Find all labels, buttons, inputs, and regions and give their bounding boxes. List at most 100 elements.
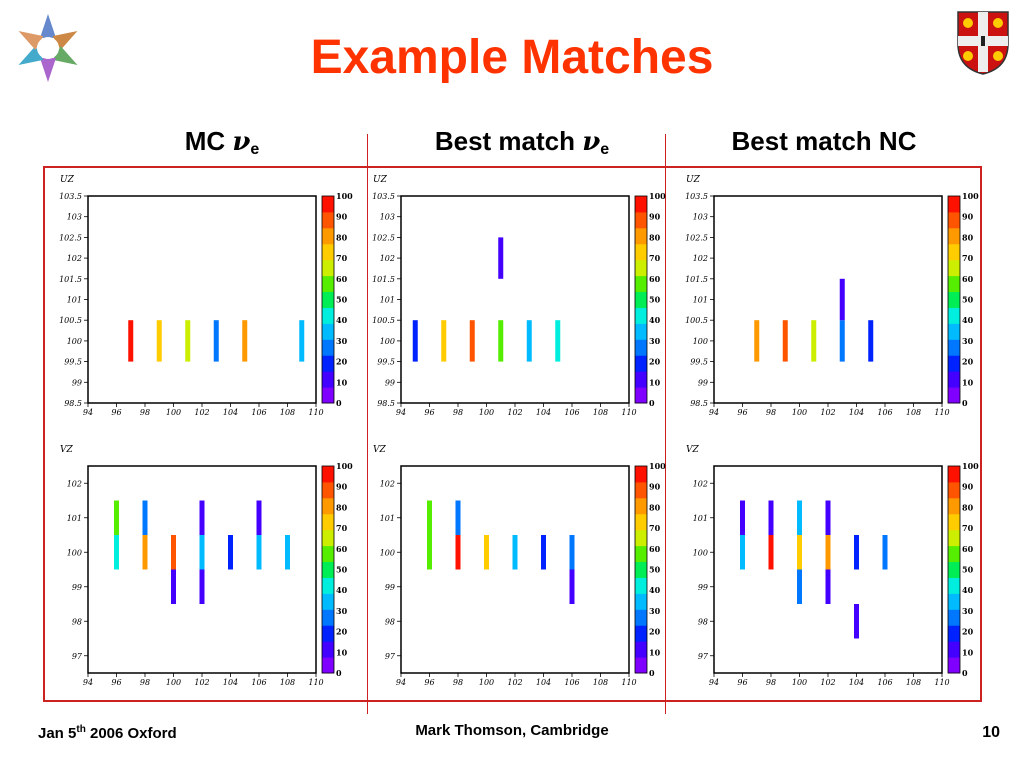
- heatmap-cell: [825, 569, 831, 604]
- y-tick-label: 99: [698, 378, 708, 387]
- colorbar-frame: [634, 465, 648, 674]
- x-tick-label: 106: [877, 678, 892, 687]
- axis-label: VZ: [686, 445, 699, 455]
- y-tick-label: 99: [72, 583, 82, 592]
- x-tick-label: 110: [934, 678, 949, 687]
- colorbar-segment: [948, 259, 960, 277]
- x-tick-label: 108: [280, 678, 295, 687]
- y-tick-label: 99: [698, 583, 708, 592]
- y-tick-label: 101: [693, 296, 708, 305]
- colorbar-segment: [635, 625, 647, 642]
- y-tick-label: 102: [67, 254, 82, 263]
- heatmap-cell: [498, 320, 504, 362]
- heatmap-cell: [541, 535, 546, 570]
- colorbar-segment: [635, 609, 647, 626]
- colorbar-segment: [635, 355, 647, 372]
- colorbar-segment: [635, 307, 647, 324]
- colorbar-segment: [948, 641, 960, 658]
- x-tick-label: 96: [424, 408, 434, 415]
- x-tick-label: 100: [166, 408, 181, 415]
- y-tick-label: 99: [72, 378, 82, 387]
- column-header-best-match-nc: Best match NC: [731, 126, 917, 156]
- x-tick-label: 102: [507, 408, 522, 415]
- colorbar-segment: [948, 291, 960, 308]
- heatmap-cell: [782, 320, 788, 362]
- plot-area: [400, 195, 630, 404]
- heatmap-cell: [441, 320, 447, 362]
- y-tick-label: 103.5: [372, 192, 395, 201]
- colorbar-segment: [322, 275, 334, 293]
- colorbar-tick-label: 80: [649, 232, 661, 242]
- heatmap-cell: [199, 569, 205, 604]
- x-tick-label: 108: [280, 408, 295, 415]
- colorbar-tick-label: 100: [649, 461, 666, 471]
- plot-mc-nue-uz: UZ98.59999.5100100.5101101.5102102.51031…: [59, 175, 353, 415]
- y-tick-label: 100.5: [372, 316, 395, 325]
- colorbar-segment: [635, 339, 647, 356]
- colorbar-segment: [948, 513, 960, 531]
- y-tick-label: 97: [72, 652, 83, 661]
- y-tick-label: 100.5: [685, 316, 708, 325]
- x-tick-label: 96: [111, 678, 121, 687]
- x-tick-label: 98: [140, 678, 150, 687]
- y-tick-label: 103: [380, 213, 395, 222]
- y-tick-label: 97: [698, 652, 709, 661]
- colorbar-segment: [322, 545, 334, 563]
- colorbar-segment: [948, 593, 960, 610]
- column-header-best-match-nue: Best match νe: [434, 126, 610, 158]
- colorbar-segment: [322, 355, 334, 372]
- colorbar-tick-label: 50: [962, 295, 974, 305]
- y-tick-label: 101: [67, 514, 82, 523]
- y-tick-label: 98.5: [64, 399, 82, 408]
- colorbar-segment: [635, 481, 647, 499]
- colorbar-tick-label: 20: [649, 627, 661, 637]
- colorbar-tick-label: 10: [649, 647, 661, 657]
- y-tick-label: 102.5: [59, 233, 82, 242]
- y-tick-label: 101: [380, 296, 395, 305]
- colorbar-tick-label: 0: [336, 398, 342, 408]
- colorbar-segment: [635, 259, 647, 277]
- x-tick-label: 110: [308, 408, 323, 415]
- colorbar-tick-label: 20: [962, 357, 974, 367]
- plot-area: [713, 195, 943, 404]
- y-tick-label: 99.5: [377, 358, 395, 367]
- colorbar-segment: [635, 323, 647, 340]
- x-tick-label: 100: [792, 678, 807, 687]
- x-tick-label: 108: [593, 678, 608, 687]
- x-tick-label: 96: [111, 408, 121, 415]
- heatmap-cell: [768, 535, 774, 570]
- colorbar-frame: [947, 465, 961, 674]
- colorbar-tick-label: 0: [962, 668, 968, 678]
- colorbar-segment: [948, 561, 960, 578]
- heatmap-cell: [142, 535, 148, 570]
- heatmap-cell: [825, 535, 831, 570]
- colorbar-tick-label: 70: [649, 523, 661, 533]
- heatmap-cell: [256, 500, 262, 535]
- x-tick-label: 104: [849, 408, 864, 415]
- y-tick-label: 100: [380, 337, 395, 346]
- y-tick-label: 101.5: [59, 275, 82, 284]
- heatmap-cell: [412, 320, 418, 362]
- colorbar-segment: [635, 243, 647, 261]
- x-tick-label: 98: [453, 678, 463, 687]
- heatmap-cell: [768, 500, 774, 535]
- colorbar-tick-label: 20: [336, 357, 348, 367]
- x-tick-label: 98: [766, 408, 776, 415]
- x-tick-label: 110: [308, 678, 323, 687]
- heatmap-cell: [882, 535, 888, 570]
- heatmap-cell: [199, 535, 205, 570]
- colorbar-tick-label: 90: [649, 212, 661, 222]
- column-header-mc-nue: MC νe: [184, 126, 260, 158]
- colorbar-segment: [322, 466, 334, 483]
- y-tick-label: 102.5: [685, 233, 708, 242]
- x-tick-label: 104: [223, 678, 238, 687]
- colorbar-tick-label: 10: [336, 647, 348, 657]
- heatmap-cell: [797, 569, 802, 604]
- x-tick-label: 94: [83, 408, 93, 415]
- axis-label: VZ: [373, 445, 386, 455]
- colorbar-segment: [322, 196, 334, 213]
- y-tick-label: 102: [380, 479, 395, 488]
- heatmap-cell: [114, 535, 119, 570]
- heatmap-cell: [228, 535, 233, 570]
